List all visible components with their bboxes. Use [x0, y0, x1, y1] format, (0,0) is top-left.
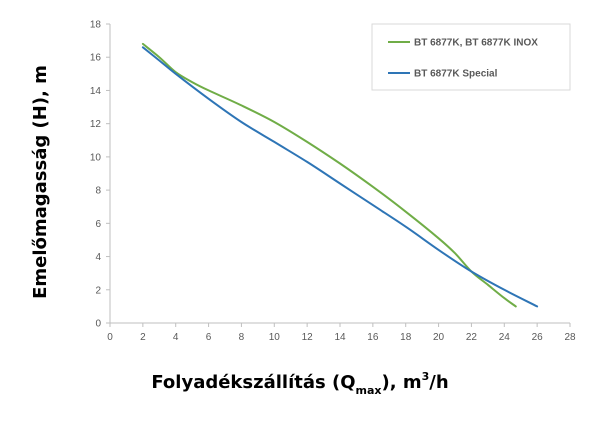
x-tick-label: 28 [564, 332, 576, 343]
legend-box [371, 23, 571, 91]
y-tick-label: 0 [95, 319, 101, 330]
x-tick-label: 4 [173, 332, 179, 343]
x-tick-label: 6 [206, 332, 212, 343]
x-tick-label: 2 [140, 332, 146, 343]
x-axis-title: Folyadékszállítás (Qmax), m3/h [0, 370, 600, 397]
series-line-2 [141, 46, 539, 308]
x-axis-title-tail: ), m [381, 372, 422, 393]
x-tick-label: 14 [334, 332, 346, 343]
y-tick-label: 6 [95, 219, 101, 230]
y-tick-label: 10 [90, 152, 102, 163]
y-tick-label: 14 [90, 86, 102, 97]
y-tick-label: 4 [95, 252, 101, 263]
y-tick-label: 16 [90, 53, 102, 64]
x-tick-label: 12 [302, 332, 314, 343]
x-tick-label: 10 [269, 332, 281, 343]
y-tick-label: 8 [95, 186, 101, 197]
y-tick-label: 2 [95, 285, 101, 296]
x-tick-label: 22 [466, 332, 478, 343]
x-axis-title-sup: 3 [421, 370, 430, 383]
x-tick-label: 18 [400, 332, 412, 343]
y-axis: 0 2 4 6 8 10 12 14 16 18 [90, 20, 111, 330]
x-axis-title-sub: max [355, 384, 382, 397]
y-tick-label: 12 [90, 119, 102, 130]
legend-label: BT 6877K, BT 6877K INOX [414, 38, 538, 49]
y-axis-title: Emelőmagasság (H), m [30, 65, 51, 299]
x-tick-label: 26 [532, 332, 544, 343]
x-axis: 0 2 4 6 8 10 12 14 16 18 20 22 24 26 28 [107, 322, 576, 343]
x-axis-title-end: /h [429, 372, 449, 393]
x-tick-label: 8 [239, 332, 245, 343]
series-line-1 [141, 42, 517, 308]
legend: BT 6877K, BT 6877K INOX BT 6877K Special [371, 23, 571, 91]
x-tick-label: 16 [367, 332, 379, 343]
x-tick-label: 24 [499, 332, 511, 343]
x-tick-label: 20 [433, 332, 445, 343]
y-tick-label: 18 [90, 20, 102, 31]
legend-label: BT 6877K Special [414, 69, 498, 80]
x-axis-title-main: Folyadékszállítás (Q [151, 372, 356, 393]
series-lines [141, 42, 539, 308]
x-tick-label: 0 [107, 332, 113, 343]
